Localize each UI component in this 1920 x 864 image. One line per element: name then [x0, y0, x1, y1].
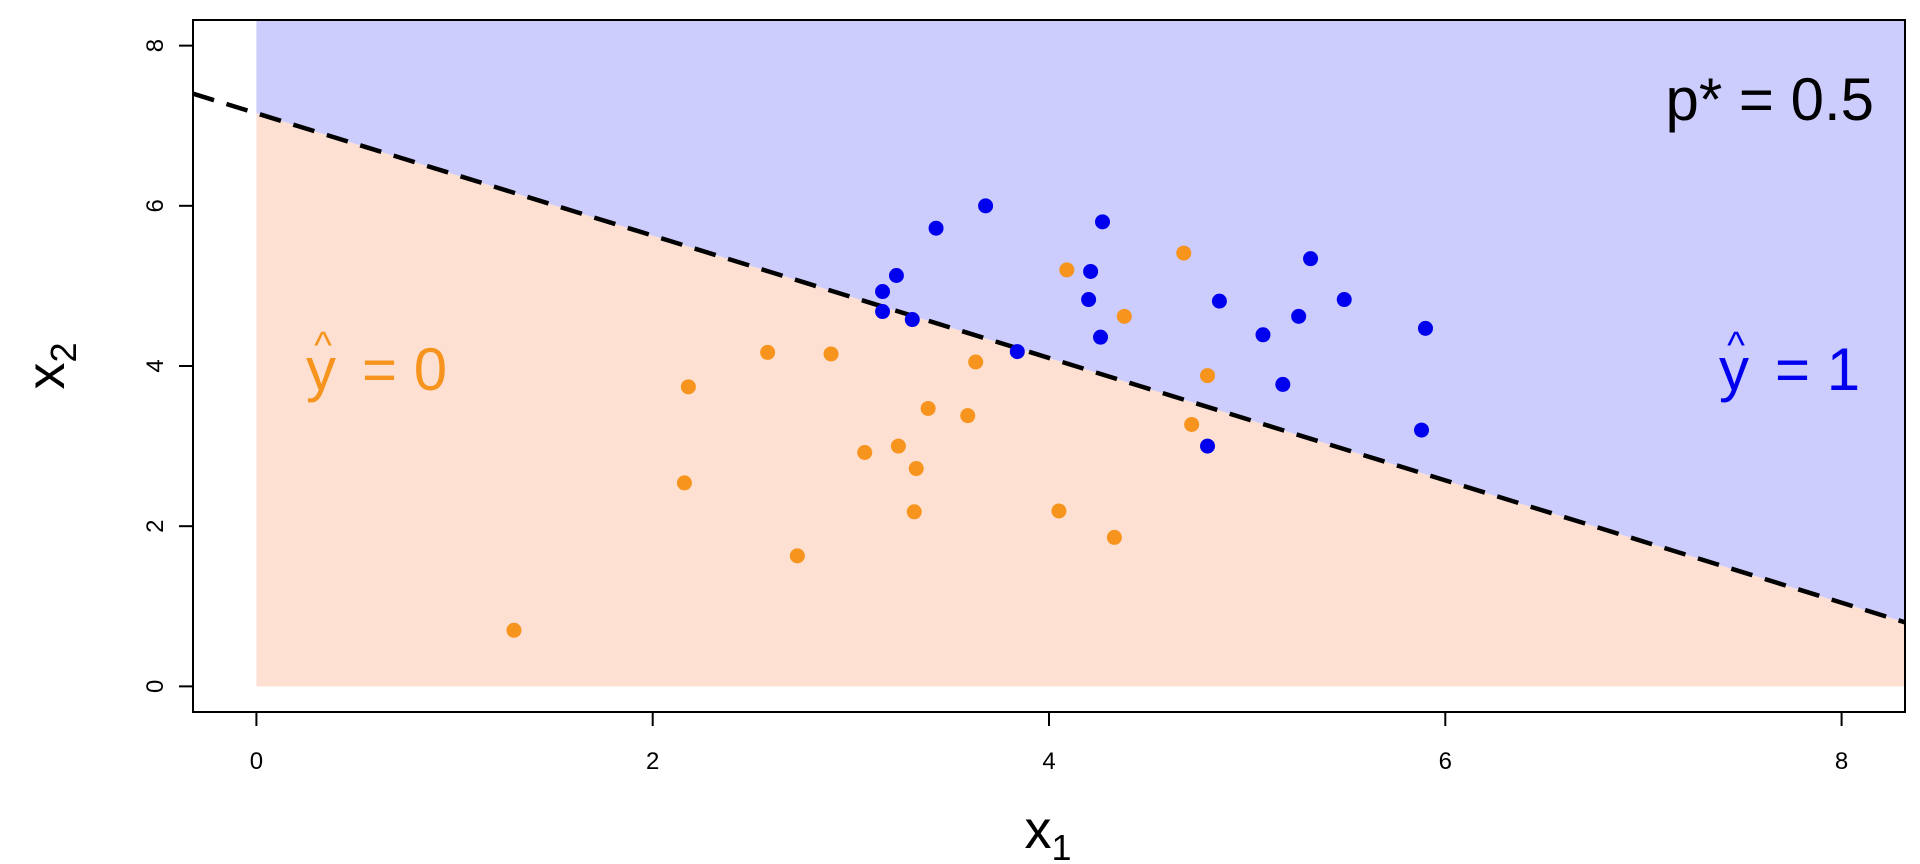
class-0-point [968, 354, 984, 370]
class-1-point [1083, 263, 1099, 279]
x-axis-label: x1 [1024, 800, 1071, 864]
boundary-line [193, 91, 1905, 625]
class-1-point [1095, 214, 1110, 230]
y-axis-label: x2 [16, 342, 84, 389]
class-0-region-label: ^ y = 0 [306, 325, 447, 403]
class-0-point [1059, 262, 1075, 278]
class-0-point [1106, 529, 1122, 545]
class-1-point [1275, 376, 1291, 392]
x-tick-label: 8 [1835, 748, 1848, 775]
class-0-point [823, 346, 839, 362]
class-1-point [1200, 438, 1216, 454]
class-0-point [1200, 368, 1216, 384]
class-0-point [920, 400, 936, 416]
x-tick-label: 4 [1042, 748, 1055, 775]
class-1-point [978, 198, 994, 214]
class-0-point [857, 445, 873, 460]
class-1-point [904, 312, 920, 328]
class-0-point [1116, 308, 1132, 324]
class-1-point [1417, 320, 1433, 336]
y-axis: 0 2 4 6 8 [142, 39, 194, 693]
class-0-point [680, 379, 696, 395]
y-tick-label: 8 [142, 39, 169, 52]
class-0-point [908, 461, 924, 477]
svg-text:y= 0: y = 0 [306, 336, 447, 403]
data-points [506, 198, 1433, 638]
class-1-point [1291, 308, 1307, 324]
class-1-point [1081, 292, 1097, 308]
svg-text:^: ^ [1727, 325, 1745, 367]
class-1-point [1414, 422, 1430, 438]
class-0-point [960, 408, 976, 424]
class-0-point [506, 622, 522, 638]
class-0-point [890, 438, 906, 454]
class-0-point [760, 344, 776, 360]
y-tick-label: 4 [142, 359, 169, 372]
x-tick-label: 6 [1439, 748, 1452, 775]
class-1-point [875, 304, 891, 320]
class-1-point [888, 267, 904, 283]
class-1-point [1211, 293, 1227, 309]
class-0-point [1051, 503, 1067, 519]
class-1-point [1009, 344, 1025, 360]
class-1-region [256, 20, 1905, 623]
class-1-point [1303, 251, 1319, 267]
class-0-point [676, 475, 692, 491]
class-0-point [1184, 416, 1200, 432]
class-1-point [875, 284, 891, 300]
svg-text:^: ^ [314, 325, 332, 367]
class-0-point [906, 504, 922, 520]
y-tick-label: 0 [142, 680, 169, 693]
y-tick-label: 2 [142, 520, 169, 533]
x-axis: 0 2 4 6 8 [250, 711, 1848, 775]
class-0-region [256, 113, 1905, 687]
threshold-label: p* = 0.5 [1665, 66, 1874, 133]
y-tick-label: 6 [142, 199, 169, 212]
class-0-point [1176, 245, 1192, 261]
class-1-point [1336, 292, 1352, 308]
class-1-point [1255, 327, 1271, 343]
svg-text:y= 1: y = 1 [1719, 336, 1860, 403]
x-tick-label: 2 [646, 748, 659, 775]
class-1-point [928, 220, 944, 236]
x-tick-label: 0 [250, 748, 263, 775]
decision-boundary [193, 91, 1905, 625]
class-1-region-label: ^ y = 1 [1719, 325, 1860, 403]
prediction-regions [256, 20, 1905, 687]
class-0-point [789, 548, 805, 564]
class-1-point [1093, 329, 1109, 345]
